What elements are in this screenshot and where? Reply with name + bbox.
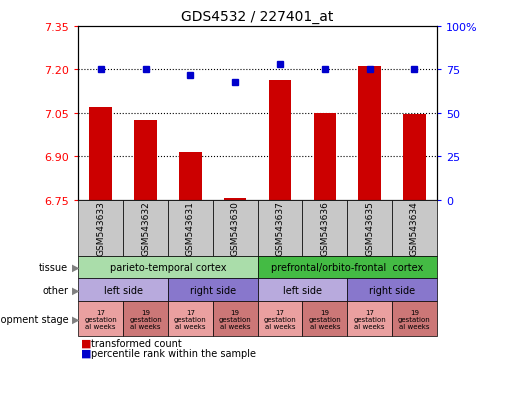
Bar (134, 121, 157, 200)
Text: GSM543630: GSM543630 (231, 201, 240, 256)
Bar (314, 114, 336, 200)
Text: ▶: ▶ (72, 262, 79, 273)
Text: GSM543636: GSM543636 (320, 201, 329, 256)
Bar (89, 108, 112, 200)
Text: 19
gestation
al weeks: 19 gestation al weeks (219, 309, 251, 329)
Text: GSM543634: GSM543634 (410, 201, 419, 256)
Text: GSM543637: GSM543637 (275, 201, 284, 256)
Text: GSM543633: GSM543633 (96, 201, 105, 256)
Bar (359, 67, 381, 200)
Text: left side: left side (283, 285, 322, 295)
Text: ▶: ▶ (72, 314, 79, 324)
Text: 19
gestation
al weeks: 19 gestation al weeks (129, 309, 162, 329)
Text: right side: right side (369, 285, 415, 295)
Text: development stage: development stage (0, 314, 68, 324)
Bar (224, 198, 246, 200)
Text: 17
gestation
al weeks: 17 gestation al weeks (174, 309, 207, 329)
Text: tissue: tissue (39, 262, 68, 273)
Bar (179, 152, 201, 200)
Text: 19
gestation
al weeks: 19 gestation al weeks (398, 309, 431, 329)
Text: 17
gestation
al weeks: 17 gestation al weeks (264, 309, 296, 329)
Text: right side: right side (190, 285, 236, 295)
Text: GSM543635: GSM543635 (365, 201, 374, 256)
Bar (403, 114, 426, 200)
Text: 17
gestation
al weeks: 17 gestation al weeks (353, 309, 386, 329)
Text: GSM543631: GSM543631 (186, 201, 195, 256)
Text: percentile rank within the sample: percentile rank within the sample (91, 348, 256, 358)
Text: ■: ■ (81, 338, 91, 348)
Bar (269, 80, 291, 200)
Text: parieto-temporal cortex: parieto-temporal cortex (110, 262, 226, 273)
Text: 19
gestation
al weeks: 19 gestation al weeks (309, 309, 341, 329)
Text: other: other (42, 285, 68, 295)
Text: GSM543632: GSM543632 (141, 201, 150, 256)
Text: ▶: ▶ (72, 285, 79, 295)
Text: ■: ■ (81, 348, 91, 358)
Text: left side: left side (104, 285, 142, 295)
Text: transformed count: transformed count (91, 338, 182, 348)
Text: 17
gestation
al weeks: 17 gestation al weeks (84, 309, 117, 329)
Title: GDS4532 / 227401_at: GDS4532 / 227401_at (181, 10, 334, 24)
Text: prefrontal/orbito-frontal  cortex: prefrontal/orbito-frontal cortex (271, 262, 423, 273)
